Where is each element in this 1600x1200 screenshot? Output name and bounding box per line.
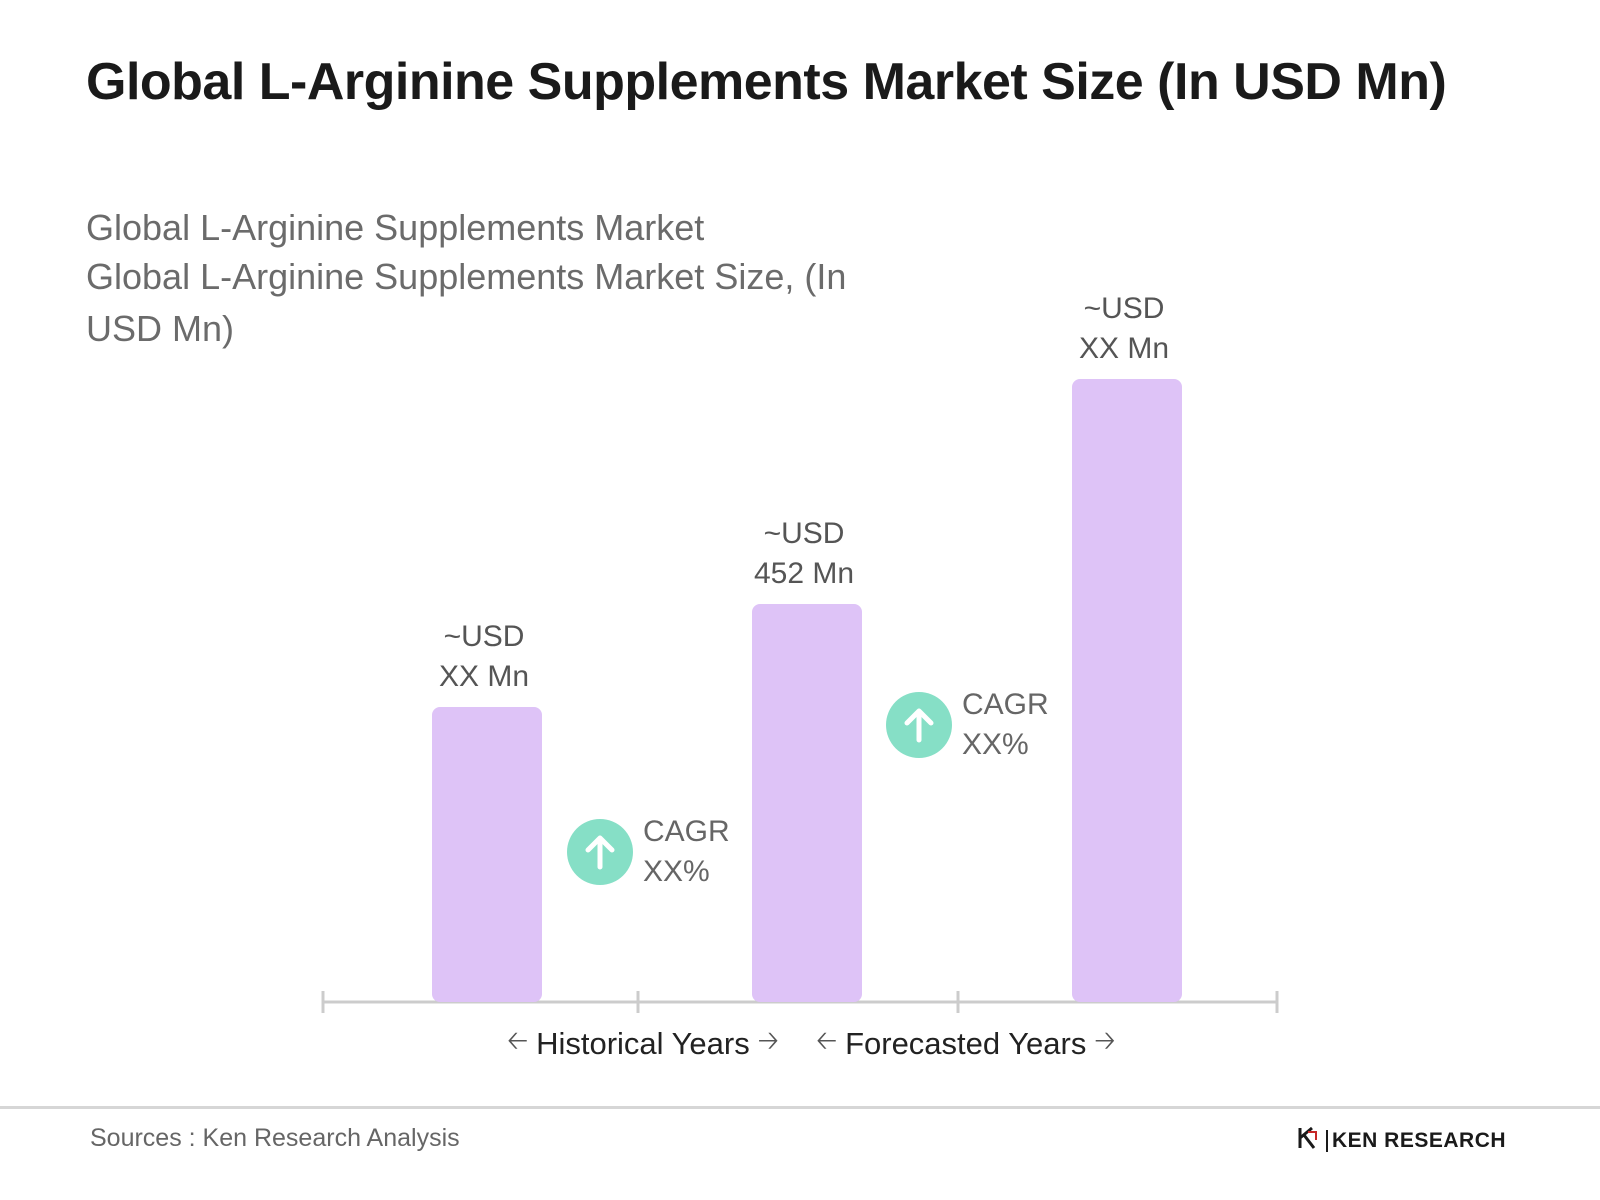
period-label-forecasted: 🡠 Forecasted Years 🡢 bbox=[816, 1022, 1115, 1066]
cagr-value: XX% bbox=[643, 855, 710, 888]
bar-data-label-2: ~USD XX Mn bbox=[1024, 289, 1224, 369]
brand-name: KEN RESEARCH bbox=[1332, 1129, 1507, 1152]
period-label-historical: 🡠 Historical Years 🡢 bbox=[507, 1022, 779, 1066]
cagr-text: CAGR XX% bbox=[643, 812, 730, 892]
arrow-left-icon: 🡠 bbox=[816, 1025, 838, 1055]
arrow-right-icon: 🡢 bbox=[1094, 1025, 1116, 1055]
bar-data-label-line: ~USD bbox=[763, 517, 845, 550]
bar-data-label-1: ~USD 452 Mn bbox=[704, 514, 904, 594]
bar-data-label-line: ~USD bbox=[1083, 292, 1165, 325]
bar-2 bbox=[1072, 379, 1182, 1002]
arrow-up-icon bbox=[886, 692, 952, 758]
bar-data-label-line: XX Mn bbox=[438, 660, 530, 693]
bar-data-label-0: ~USD XX Mn bbox=[384, 617, 584, 697]
bar-data-label-line: ~USD bbox=[443, 620, 525, 653]
arrow-left-icon: 🡠 bbox=[507, 1025, 529, 1055]
cagr-value: XX% bbox=[962, 728, 1029, 761]
bar-data-label-line: XX Mn bbox=[1078, 332, 1170, 365]
ken-research-logo-icon bbox=[1298, 1126, 1320, 1156]
bar-1 bbox=[752, 604, 862, 1002]
footer-divider bbox=[0, 1106, 1600, 1109]
cagr-label: CAGR bbox=[643, 815, 730, 848]
cagr-badge-1: CAGR XX% bbox=[886, 685, 1049, 765]
bar-0 bbox=[432, 707, 542, 1002]
brand-logo: KEN RESEARCH bbox=[1298, 1126, 1506, 1156]
arrow-right-icon: 🡢 bbox=[757, 1025, 779, 1055]
cagr-text: CAGR XX% bbox=[962, 685, 1049, 765]
chart-title: Global L-Arginine Supplements Market bbox=[86, 207, 705, 248]
cagr-badge-0: CAGR XX% bbox=[567, 812, 730, 892]
period-text: Historical Years bbox=[536, 1026, 750, 1061]
cagr-label: CAGR bbox=[962, 688, 1049, 721]
bar-data-label-line: 452 Mn bbox=[753, 557, 855, 590]
source-note: Sources : Ken Research Analysis bbox=[90, 1124, 460, 1152]
period-text: Forecasted Years bbox=[845, 1026, 1087, 1061]
chart-subtitle: Global L-Arginine Supplements Market Siz… bbox=[86, 256, 847, 349]
page-title: Global L-Arginine Supplements Market Siz… bbox=[86, 53, 1447, 111]
arrow-up-icon bbox=[567, 819, 633, 885]
brand-separator bbox=[1326, 1130, 1328, 1152]
